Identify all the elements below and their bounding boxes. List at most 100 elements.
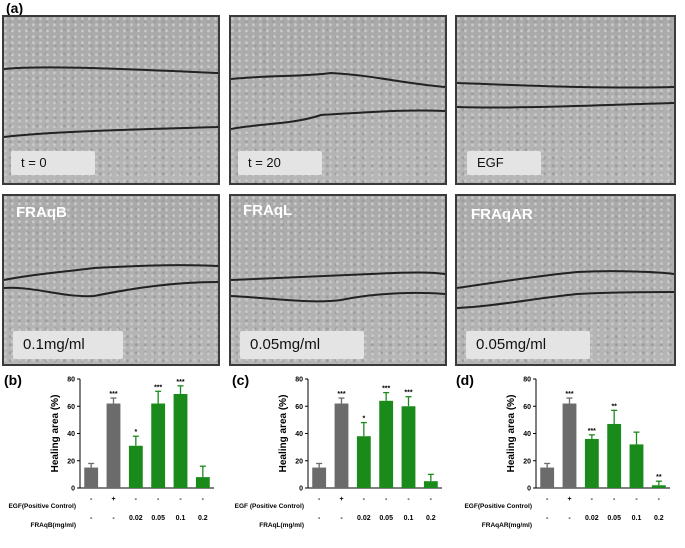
micrograph-t0: t = 0 bbox=[2, 15, 220, 185]
micrograph-fraqar: FRAqAR 0.05mg/ml bbox=[455, 194, 676, 366]
row1-cell: + bbox=[111, 496, 115, 503]
row2-cell: - bbox=[340, 515, 343, 522]
wound-edge-lines bbox=[4, 66, 218, 138]
significance-label: ** bbox=[656, 474, 662, 481]
row1-cell: - bbox=[407, 496, 410, 503]
significance-label: * bbox=[362, 416, 365, 423]
micrograph-tag: 0.05mg/ml bbox=[466, 331, 590, 359]
y-tick-label: 0 bbox=[299, 486, 303, 493]
row2-cell: - bbox=[318, 515, 321, 522]
micrograph-t20: t = 20 bbox=[229, 15, 447, 185]
bar bbox=[540, 467, 555, 488]
y-tick-label: 40 bbox=[67, 431, 75, 438]
bar bbox=[173, 393, 188, 488]
bar bbox=[195, 477, 210, 488]
row2-cell: 0.1 bbox=[404, 515, 414, 522]
micrograph-overlay: FRAqAR bbox=[471, 206, 533, 223]
row1-cell: - bbox=[635, 496, 638, 503]
significance-label: *** bbox=[382, 386, 390, 393]
significance-label: *** bbox=[176, 379, 184, 386]
y-axis-label: Healing area (%) bbox=[278, 395, 289, 473]
row2-cell: 0.02 bbox=[357, 515, 371, 522]
significance-label: * bbox=[134, 429, 137, 436]
y-tick-label: 80 bbox=[523, 377, 531, 384]
row1-cell: - bbox=[613, 496, 616, 503]
y-tick-label: 80 bbox=[67, 377, 75, 384]
row1-cell: - bbox=[430, 496, 433, 503]
figure-label: (a) bbox=[6, 0, 24, 16]
row2-cell: 0.2 bbox=[654, 515, 664, 522]
micrograph-fraql: FRAqL 0.05mg/ml bbox=[229, 194, 447, 366]
bar bbox=[84, 467, 99, 488]
row2-cell: 0.2 bbox=[198, 515, 208, 522]
wound-edge-lines bbox=[4, 264, 218, 298]
significance-label: *** bbox=[154, 384, 162, 391]
micrograph-overlay: FRAqL bbox=[243, 202, 293, 219]
y-tick-label: 0 bbox=[527, 486, 531, 493]
row2-label: FRAqB(mg/ml) bbox=[31, 522, 77, 529]
y-axis-label: Healing area (%) bbox=[50, 395, 61, 473]
micrograph-tag: t = 20 bbox=[238, 151, 322, 175]
wound-edge-lines bbox=[457, 82, 674, 109]
significance-label: ** bbox=[611, 403, 617, 410]
bar bbox=[607, 423, 622, 488]
significance-label: *** bbox=[337, 391, 345, 398]
row2-cell: 0.02 bbox=[585, 515, 599, 522]
row2-cell: 0.02 bbox=[129, 515, 143, 522]
y-tick-label: 60 bbox=[523, 404, 531, 411]
row2-cell: - bbox=[90, 515, 93, 522]
y-tick-label: 40 bbox=[295, 431, 303, 438]
row1-cell: - bbox=[179, 496, 182, 503]
y-tick-label: 20 bbox=[67, 458, 75, 465]
y-tick-label: 60 bbox=[67, 404, 75, 411]
micrograph-egf: EGF bbox=[455, 15, 676, 185]
chart-svg: 0 20 40 60 80 Healing area (%) - - *** + - * - 0.02 **… bbox=[8, 377, 214, 529]
row1-cell: - bbox=[546, 496, 549, 503]
row2-cell: 0.2 bbox=[426, 515, 436, 522]
micrograph-tag: t = 0 bbox=[11, 151, 95, 175]
significance-label: *** bbox=[404, 390, 412, 397]
bar bbox=[651, 485, 666, 488]
y-tick-label: 80 bbox=[295, 377, 303, 384]
bar bbox=[401, 406, 416, 488]
row1-cell: - bbox=[363, 496, 366, 503]
row1-cell: - bbox=[135, 496, 138, 503]
row1-cell: + bbox=[339, 496, 343, 503]
bar bbox=[356, 436, 371, 488]
micrograph-tag: EGF bbox=[467, 151, 541, 175]
bar bbox=[151, 403, 166, 488]
bar bbox=[312, 467, 327, 488]
panel-label-b: (b) bbox=[4, 372, 22, 388]
bar bbox=[423, 481, 438, 488]
micrograph-overlay: FRAqB bbox=[16, 204, 67, 221]
row2-label: FRAqAR(mg/ml) bbox=[482, 522, 532, 529]
row1-cell: - bbox=[658, 496, 661, 503]
row2-cell: 0.1 bbox=[632, 515, 642, 522]
chart-svg: 0 20 40 60 80 Healing area (%) - - *** + - *** - 0.02… bbox=[464, 377, 670, 529]
significance-label: *** bbox=[588, 428, 596, 435]
row1-cell: - bbox=[202, 496, 205, 503]
y-tick-label: 20 bbox=[295, 458, 303, 465]
row1-cell: - bbox=[385, 496, 388, 503]
significance-label: *** bbox=[565, 391, 573, 398]
micrograph-fraqb: FRAqB 0.1mg/ml bbox=[2, 194, 220, 366]
row2-cell: - bbox=[568, 515, 571, 522]
bar bbox=[584, 438, 599, 488]
row1-cell: - bbox=[90, 496, 93, 503]
row1-label: EGF (Positive Control) bbox=[235, 503, 304, 510]
panel-label-c: (c) bbox=[232, 372, 250, 388]
bar bbox=[128, 445, 143, 488]
micrograph-tag: 0.05mg/ml bbox=[240, 331, 364, 359]
bar bbox=[629, 444, 644, 488]
wound-edge-lines bbox=[231, 71, 445, 130]
micrograph-tag: 0.1mg/ml bbox=[13, 331, 123, 359]
row2-label: FRAqL(mg/ml) bbox=[259, 522, 304, 529]
y-tick-label: 60 bbox=[295, 404, 303, 411]
y-axis-label: Healing area (%) bbox=[506, 395, 517, 473]
row2-cell: 0.1 bbox=[176, 515, 186, 522]
panel-label-d: (d) bbox=[456, 372, 474, 388]
y-tick-label: 0 bbox=[71, 486, 75, 493]
row1-cell: - bbox=[318, 496, 321, 503]
bar-chart-c: 0 20 40 60 80 Healing area (%) - - *** + - * - 0.02 **… bbox=[228, 370, 456, 543]
bar bbox=[379, 400, 394, 488]
